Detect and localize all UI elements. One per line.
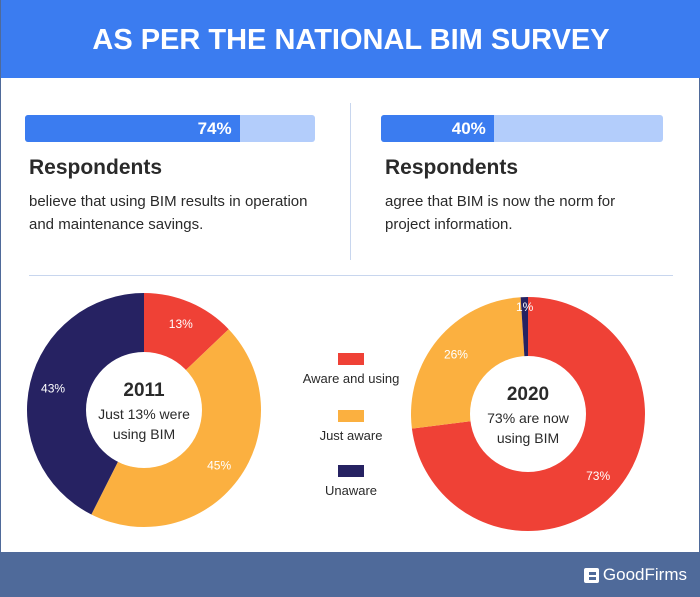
- center-title: 2020: [507, 384, 549, 405]
- center-text: using BIM: [497, 430, 559, 446]
- center-text: using BIM: [113, 426, 175, 442]
- footer: GoodFirms: [1, 552, 700, 597]
- legend-swatch: [338, 353, 364, 365]
- stat-text: believe that using BIM results in operat…: [29, 193, 308, 233]
- progress-bar: 74%: [25, 115, 315, 142]
- stat-title: Respondents: [385, 156, 519, 179]
- slice-label: 43%: [41, 381, 65, 395]
- slice-label: 45%: [207, 459, 231, 473]
- legend-aware-and-using: Aware and using: [281, 353, 421, 386]
- legend-label: Just aware: [319, 428, 383, 443]
- legend-just-aware: Just aware: [281, 410, 421, 443]
- slice-label: 1%: [516, 300, 534, 314]
- slice-label: 73%: [586, 469, 610, 483]
- donut-hole: [470, 356, 586, 472]
- legend-label: Aware and using: [302, 371, 400, 386]
- stat-title: Respondents: [29, 156, 163, 179]
- slice-label: 26%: [444, 347, 468, 361]
- slice-label: 13%: [169, 317, 193, 331]
- legend-swatch: [338, 410, 364, 422]
- goodfirms-logo-icon: [583, 567, 599, 583]
- horizontal-divider: [29, 275, 673, 276]
- center-title: 2011: [123, 380, 165, 401]
- page-title: AS PER THE NATIONAL BIM SURVEY: [92, 24, 610, 56]
- center-text: 73% are now: [487, 410, 570, 426]
- goodfirms-logo: GoodFirms: [583, 565, 687, 585]
- donut-hole: [86, 352, 202, 468]
- brand-name: GoodFirms: [602, 565, 687, 584]
- progress-fill: 40%: [381, 115, 494, 142]
- vertical-divider: [350, 103, 351, 260]
- legend-unaware: Unaware: [281, 465, 421, 498]
- stat-bim-norm: 40% Respondents agree that BIM is now th…: [381, 115, 663, 236]
- progress-bar: 40%: [381, 115, 663, 142]
- legend-swatch: [338, 465, 364, 477]
- stat-text: agree that BIM is now the norm for proje…: [385, 193, 616, 233]
- stat-operation-savings: 74% Respondents believe that using BIM r…: [25, 115, 315, 236]
- legend-label: Unaware: [324, 483, 378, 498]
- progress-fill: 74%: [25, 115, 240, 142]
- center-text: Just 13% were: [98, 406, 190, 422]
- header: AS PER THE NATIONAL BIM SURVEY: [1, 0, 700, 78]
